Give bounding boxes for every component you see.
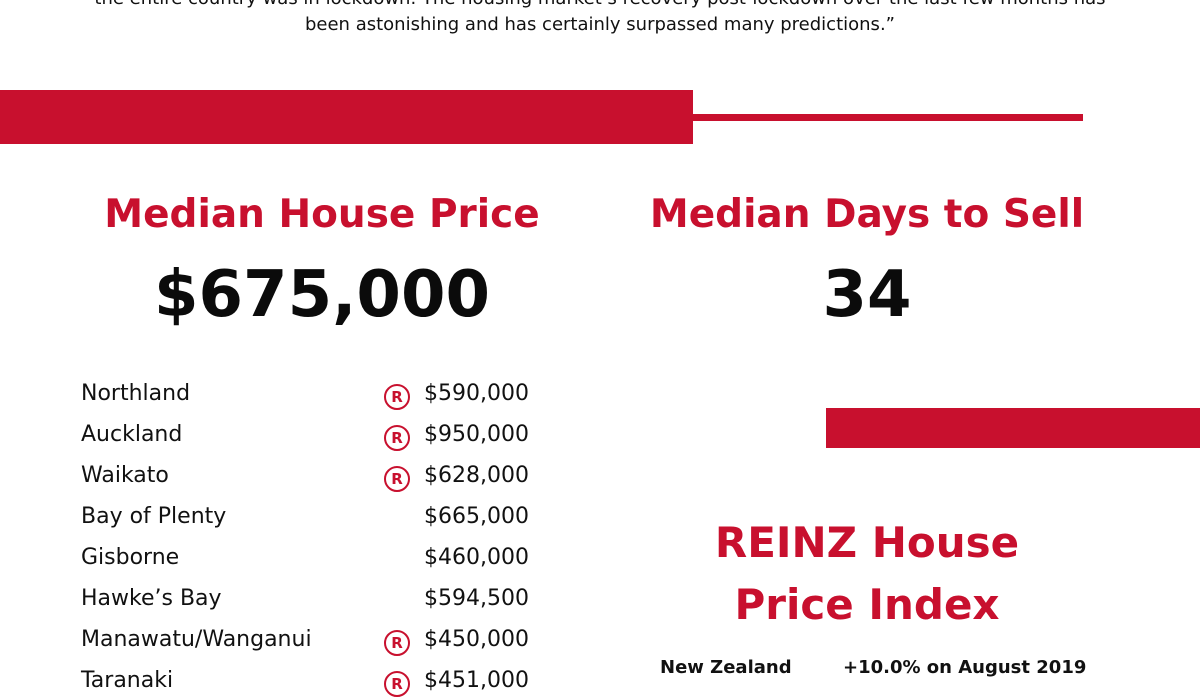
record-icon: R: [384, 425, 410, 451]
region-name: Gisborne: [81, 545, 180, 570]
heading: Median House Price: [104, 192, 540, 237]
red-bar: [826, 408, 1200, 448]
region-name: Northland: [81, 381, 191, 406]
heading: Price Index: [734, 580, 1000, 629]
heading: Median Days to Sell: [649, 192, 1085, 237]
region-price: $450,000: [424, 627, 529, 652]
region-price: $950,000: [424, 422, 529, 447]
red-bar: [0, 90, 693, 144]
region-price: $451,000: [424, 668, 529, 693]
region-name: Hawke’s Bay: [81, 586, 222, 611]
region-price: $665,000: [424, 504, 529, 529]
region-name: Manawatu/Wanganui: [81, 627, 312, 652]
quote-line: been astonishing and has certainly surpa…: [304, 14, 895, 35]
record-icon: R: [384, 630, 410, 656]
region-price: $628,000: [424, 463, 529, 488]
big-number: $675,000: [153, 258, 491, 332]
region-name: Waikato: [81, 463, 169, 488]
region-price: $460,000: [424, 545, 529, 570]
big-number: 34: [822, 258, 912, 332]
index-change: +10.0% on August 2019: [843, 657, 1087, 678]
record-icon: R: [384, 384, 410, 410]
region-name: Taranaki: [81, 668, 174, 693]
record-icon: R: [384, 466, 410, 492]
region-name: Auckland: [81, 422, 183, 447]
region-price: $590,000: [424, 381, 529, 406]
red-line: [693, 114, 1083, 121]
heading: REINZ House: [714, 518, 1020, 567]
region-price: $594,500: [424, 586, 529, 611]
index-region: New Zealand: [660, 657, 792, 678]
record-icon: R: [384, 671, 410, 697]
region-name: Bay of Plenty: [81, 504, 227, 529]
quote-line: the entire country was in lockdown. The …: [0, 0, 1200, 9]
